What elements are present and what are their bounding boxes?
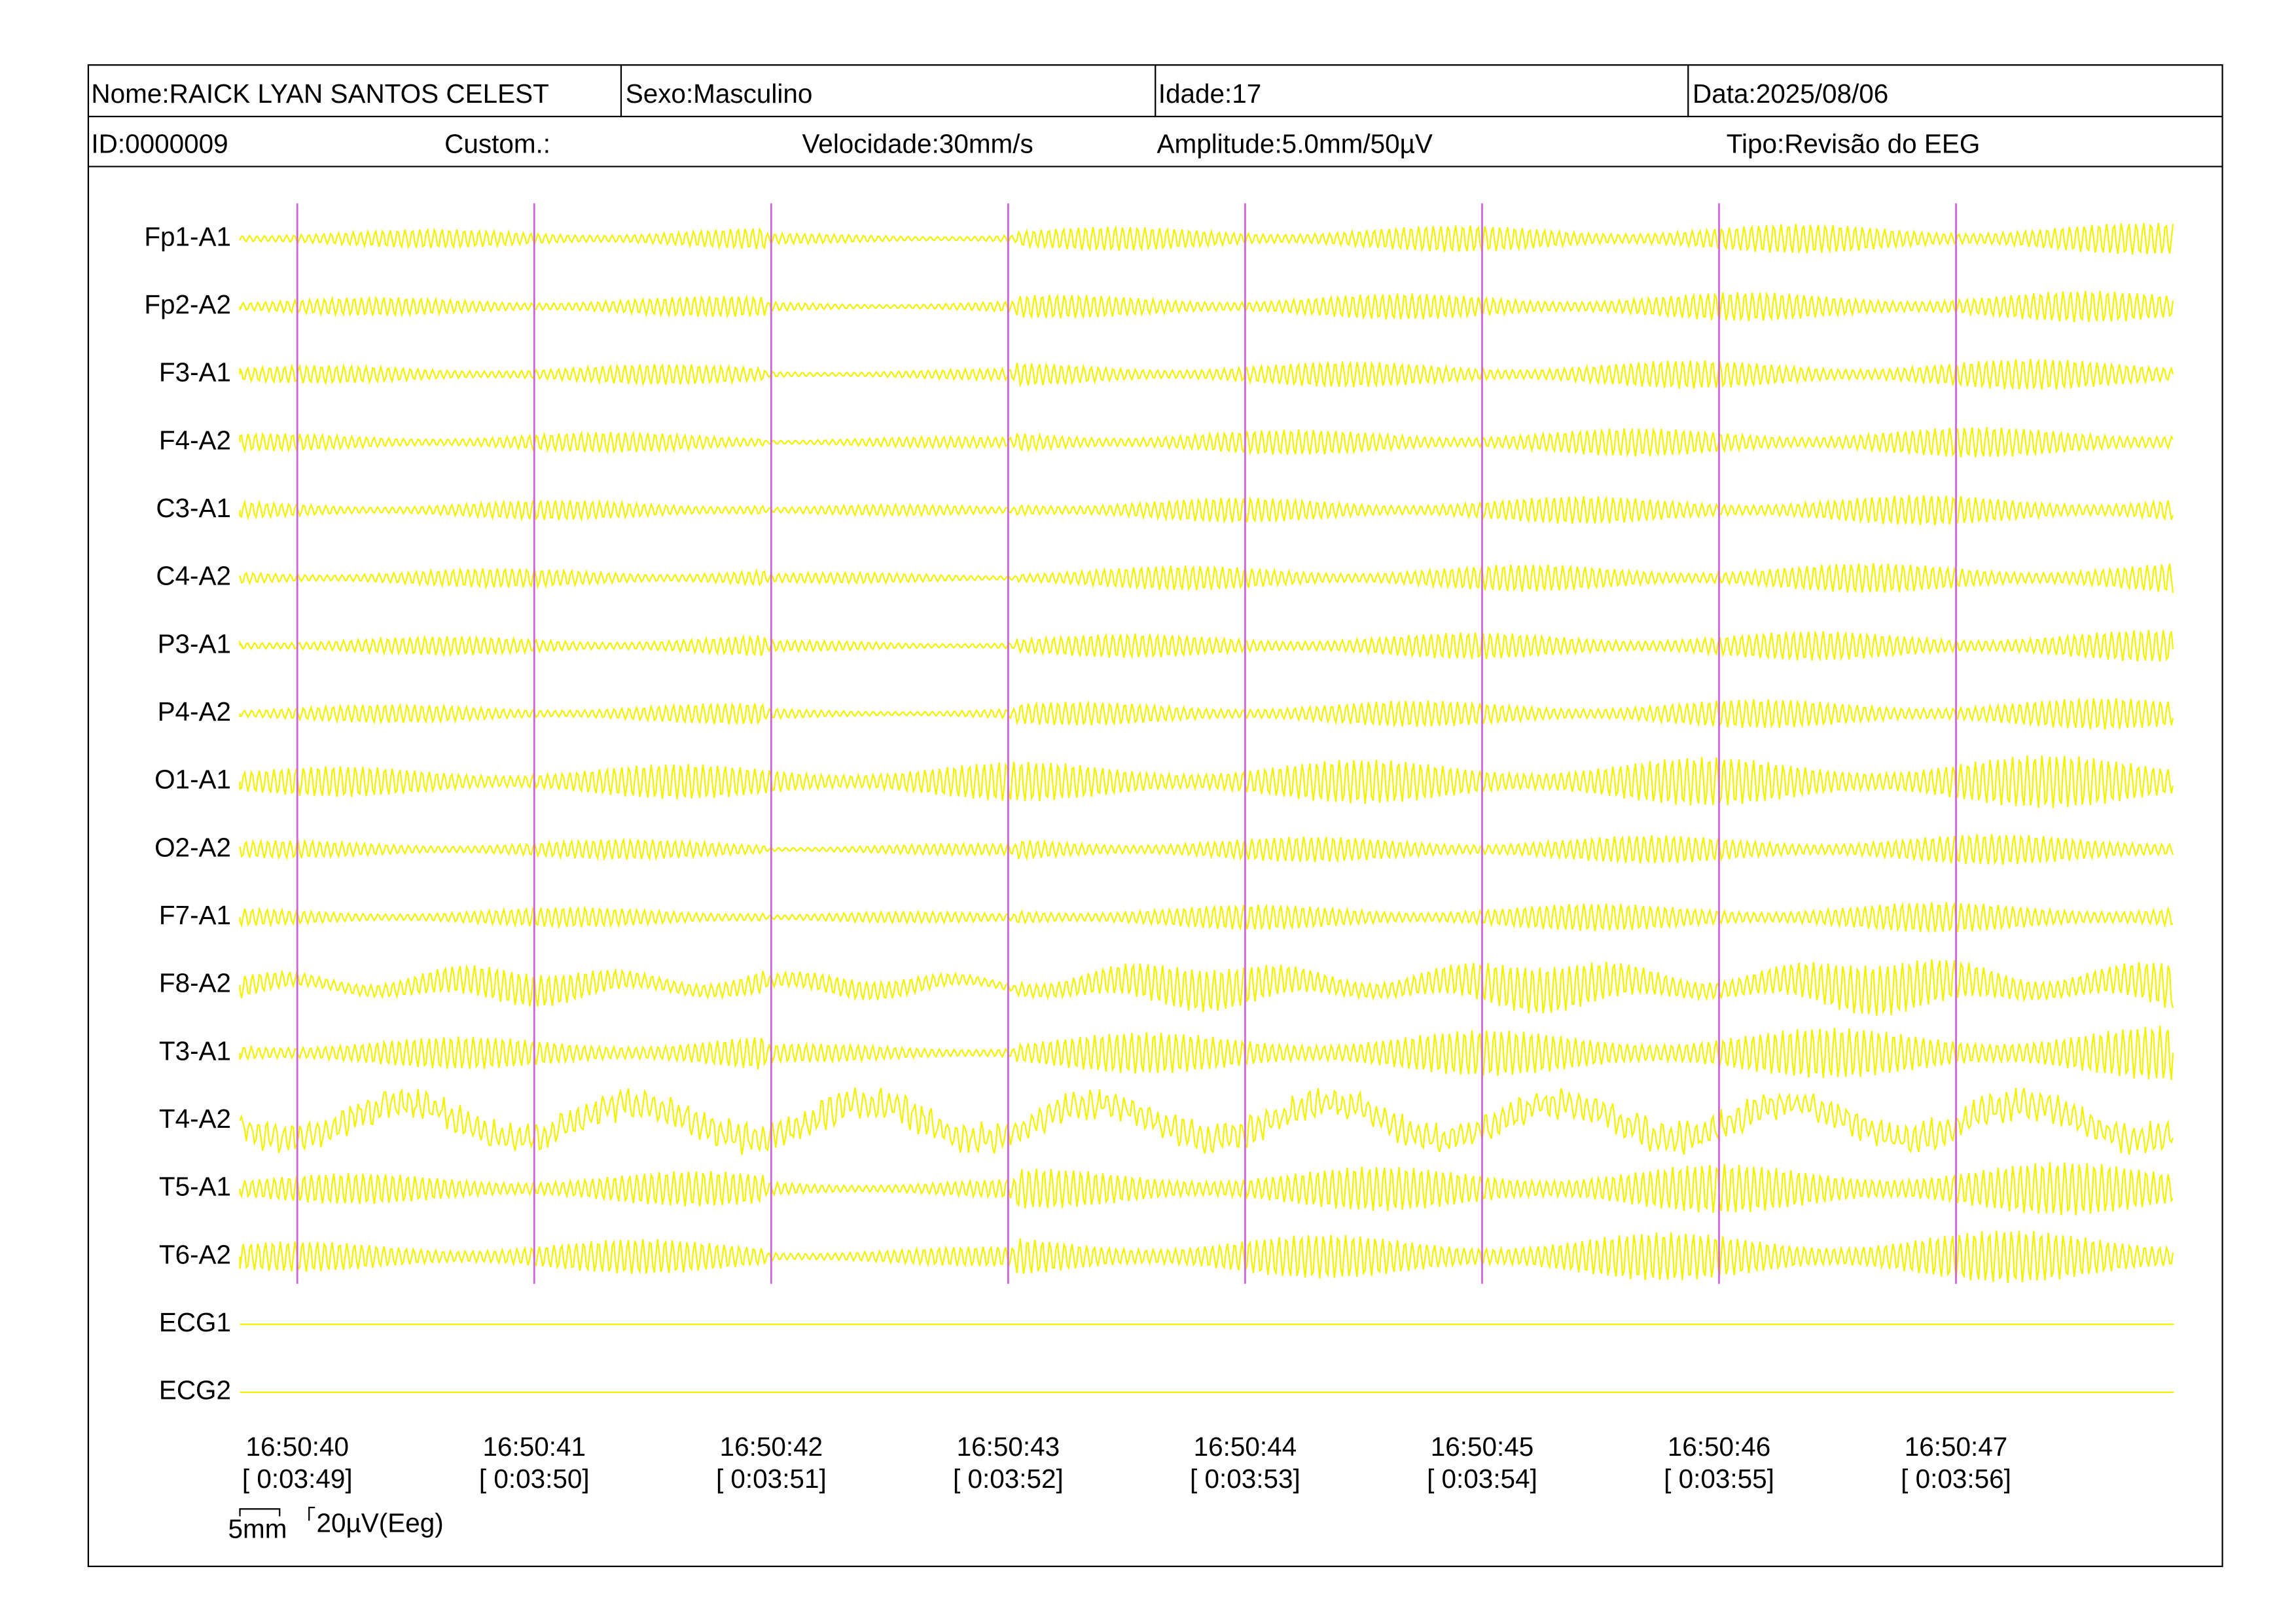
time-clock: 16:50:45 [1431,1432,1534,1462]
trace [239,755,2174,808]
scale-bracket [239,1508,281,1517]
traces: Fp1-A1 Fp2-A2 F3-A1 F4-A2 C3-A1 C4-A2 P3-A1 P4-… [144,203,2174,1494]
time-clock: 16:50:44 [1194,1432,1297,1462]
trace [239,630,2174,662]
time-clock: 16:50:43 [957,1432,1060,1462]
custom: Custom.: [444,129,550,159]
channel-label: O2-A2 [154,832,231,862]
speed: Velocidade:30mm/s [802,129,1033,159]
time-clock: 16:50:41 [483,1432,586,1462]
time-clock: 16:50:42 [720,1432,823,1462]
trace [239,901,2174,933]
time-clock: 16:50:40 [245,1432,349,1462]
trace [239,427,2174,458]
trace [239,291,2174,323]
time-elapsed: [ 0:03:54] [1427,1464,1537,1494]
channel-label: F4-A2 [159,425,231,455]
trace [239,223,2174,255]
channel-label: P4-A2 [158,696,231,727]
channel-label: F3-A1 [159,357,231,388]
channel-label: Fp2-A2 [144,289,231,319]
channel-label: Fp1-A1 [144,221,231,251]
trace [239,834,2174,865]
channel-label: P3-A1 [158,628,231,659]
channel-label: O1-A1 [154,765,231,795]
review-type: Tipo:Revisão do EEG [1727,129,1981,159]
channel-label: F7-A1 [159,900,231,930]
channel-label: C3-A1 [156,493,231,523]
amplitude: Amplitude:5.0mm/50µV [1157,129,1432,159]
trace [239,358,2174,391]
trace [239,959,2174,1017]
channel-label: T4-A2 [159,1104,231,1134]
channel-label: ECG1 [159,1307,231,1337]
channel-label: F8-A2 [159,968,231,998]
channel-label: ECG2 [159,1375,231,1405]
channel-label: C4-A2 [156,561,231,591]
trace [239,1025,2174,1080]
trace [239,563,2174,593]
scale-amplitude: 20µV(Eeg) [316,1508,443,1538]
trace [239,1230,2174,1284]
time-clock: 16:50:46 [1668,1432,1771,1462]
trace [239,1087,2174,1155]
exam-date: Data:2025/08/06 [1693,79,1888,109]
time-elapsed: [ 0:03:49] [242,1464,353,1494]
time-elapsed: [ 0:03:52] [953,1464,1064,1494]
channel-label: T6-A2 [159,1239,231,1269]
trace [239,1162,2174,1216]
time-elapsed: [ 0:03:55] [1664,1464,1774,1494]
trace [239,698,2174,730]
patient-sex: Sexo:Masculino [626,79,813,109]
scale-bracket [308,1506,315,1521]
time-elapsed: [ 0:03:53] [1190,1464,1300,1494]
time-elapsed: [ 0:03:50] [479,1464,590,1494]
patient-id: ID:0000009 [91,129,228,159]
time-elapsed: [ 0:03:51] [716,1464,827,1494]
channel-label: T5-A1 [159,1172,231,1202]
trace [239,495,2174,526]
patient-name: Nome:RAICK LYAN SANTOS CELEST [91,79,548,109]
time-clock: 16:50:47 [1905,1432,2008,1462]
patient-age: Idade:17 [1158,79,1262,109]
time-elapsed: [ 0:03:56] [1901,1464,2011,1494]
scale-length: 5mm [228,1514,287,1544]
channel-label: T3-A1 [159,1036,231,1066]
